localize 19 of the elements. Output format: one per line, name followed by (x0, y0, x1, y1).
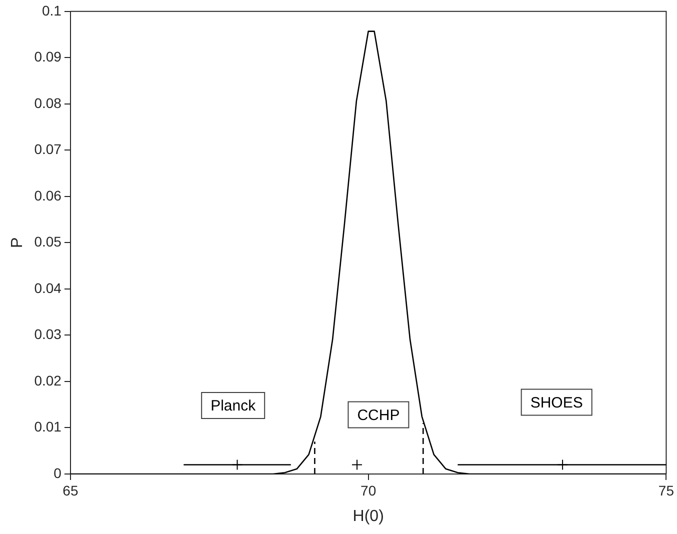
annotation: Planck (210, 398, 256, 415)
x-tick-label: 70 (360, 482, 376, 498)
annotation: SHOES (530, 394, 583, 412)
y-tick-label: 0.02 (34, 372, 62, 388)
y-tick-label: 0.06 (34, 187, 62, 204)
y-tick-label: 0.1 (42, 2, 62, 18)
y-tick-label: 0.08 (34, 94, 62, 111)
y-tick-label: 0.07 (34, 141, 62, 158)
annotation: CCHP (357, 406, 400, 424)
y-tick-label: 0 (54, 464, 62, 481)
y-tick-label: 0.09 (34, 48, 62, 65)
y-tick-label: 0.04 (34, 280, 62, 296)
x-axis-title: H(0) (352, 508, 384, 525)
y-tick-label: 0.05 (34, 234, 62, 250)
x-tick-label: 65 (62, 482, 78, 498)
y-tick-label: 0.03 (34, 326, 62, 342)
x-tick-label: 75 (658, 482, 674, 498)
y-tick-label: 0.01 (34, 418, 62, 435)
y-axis-title: P (9, 237, 26, 248)
